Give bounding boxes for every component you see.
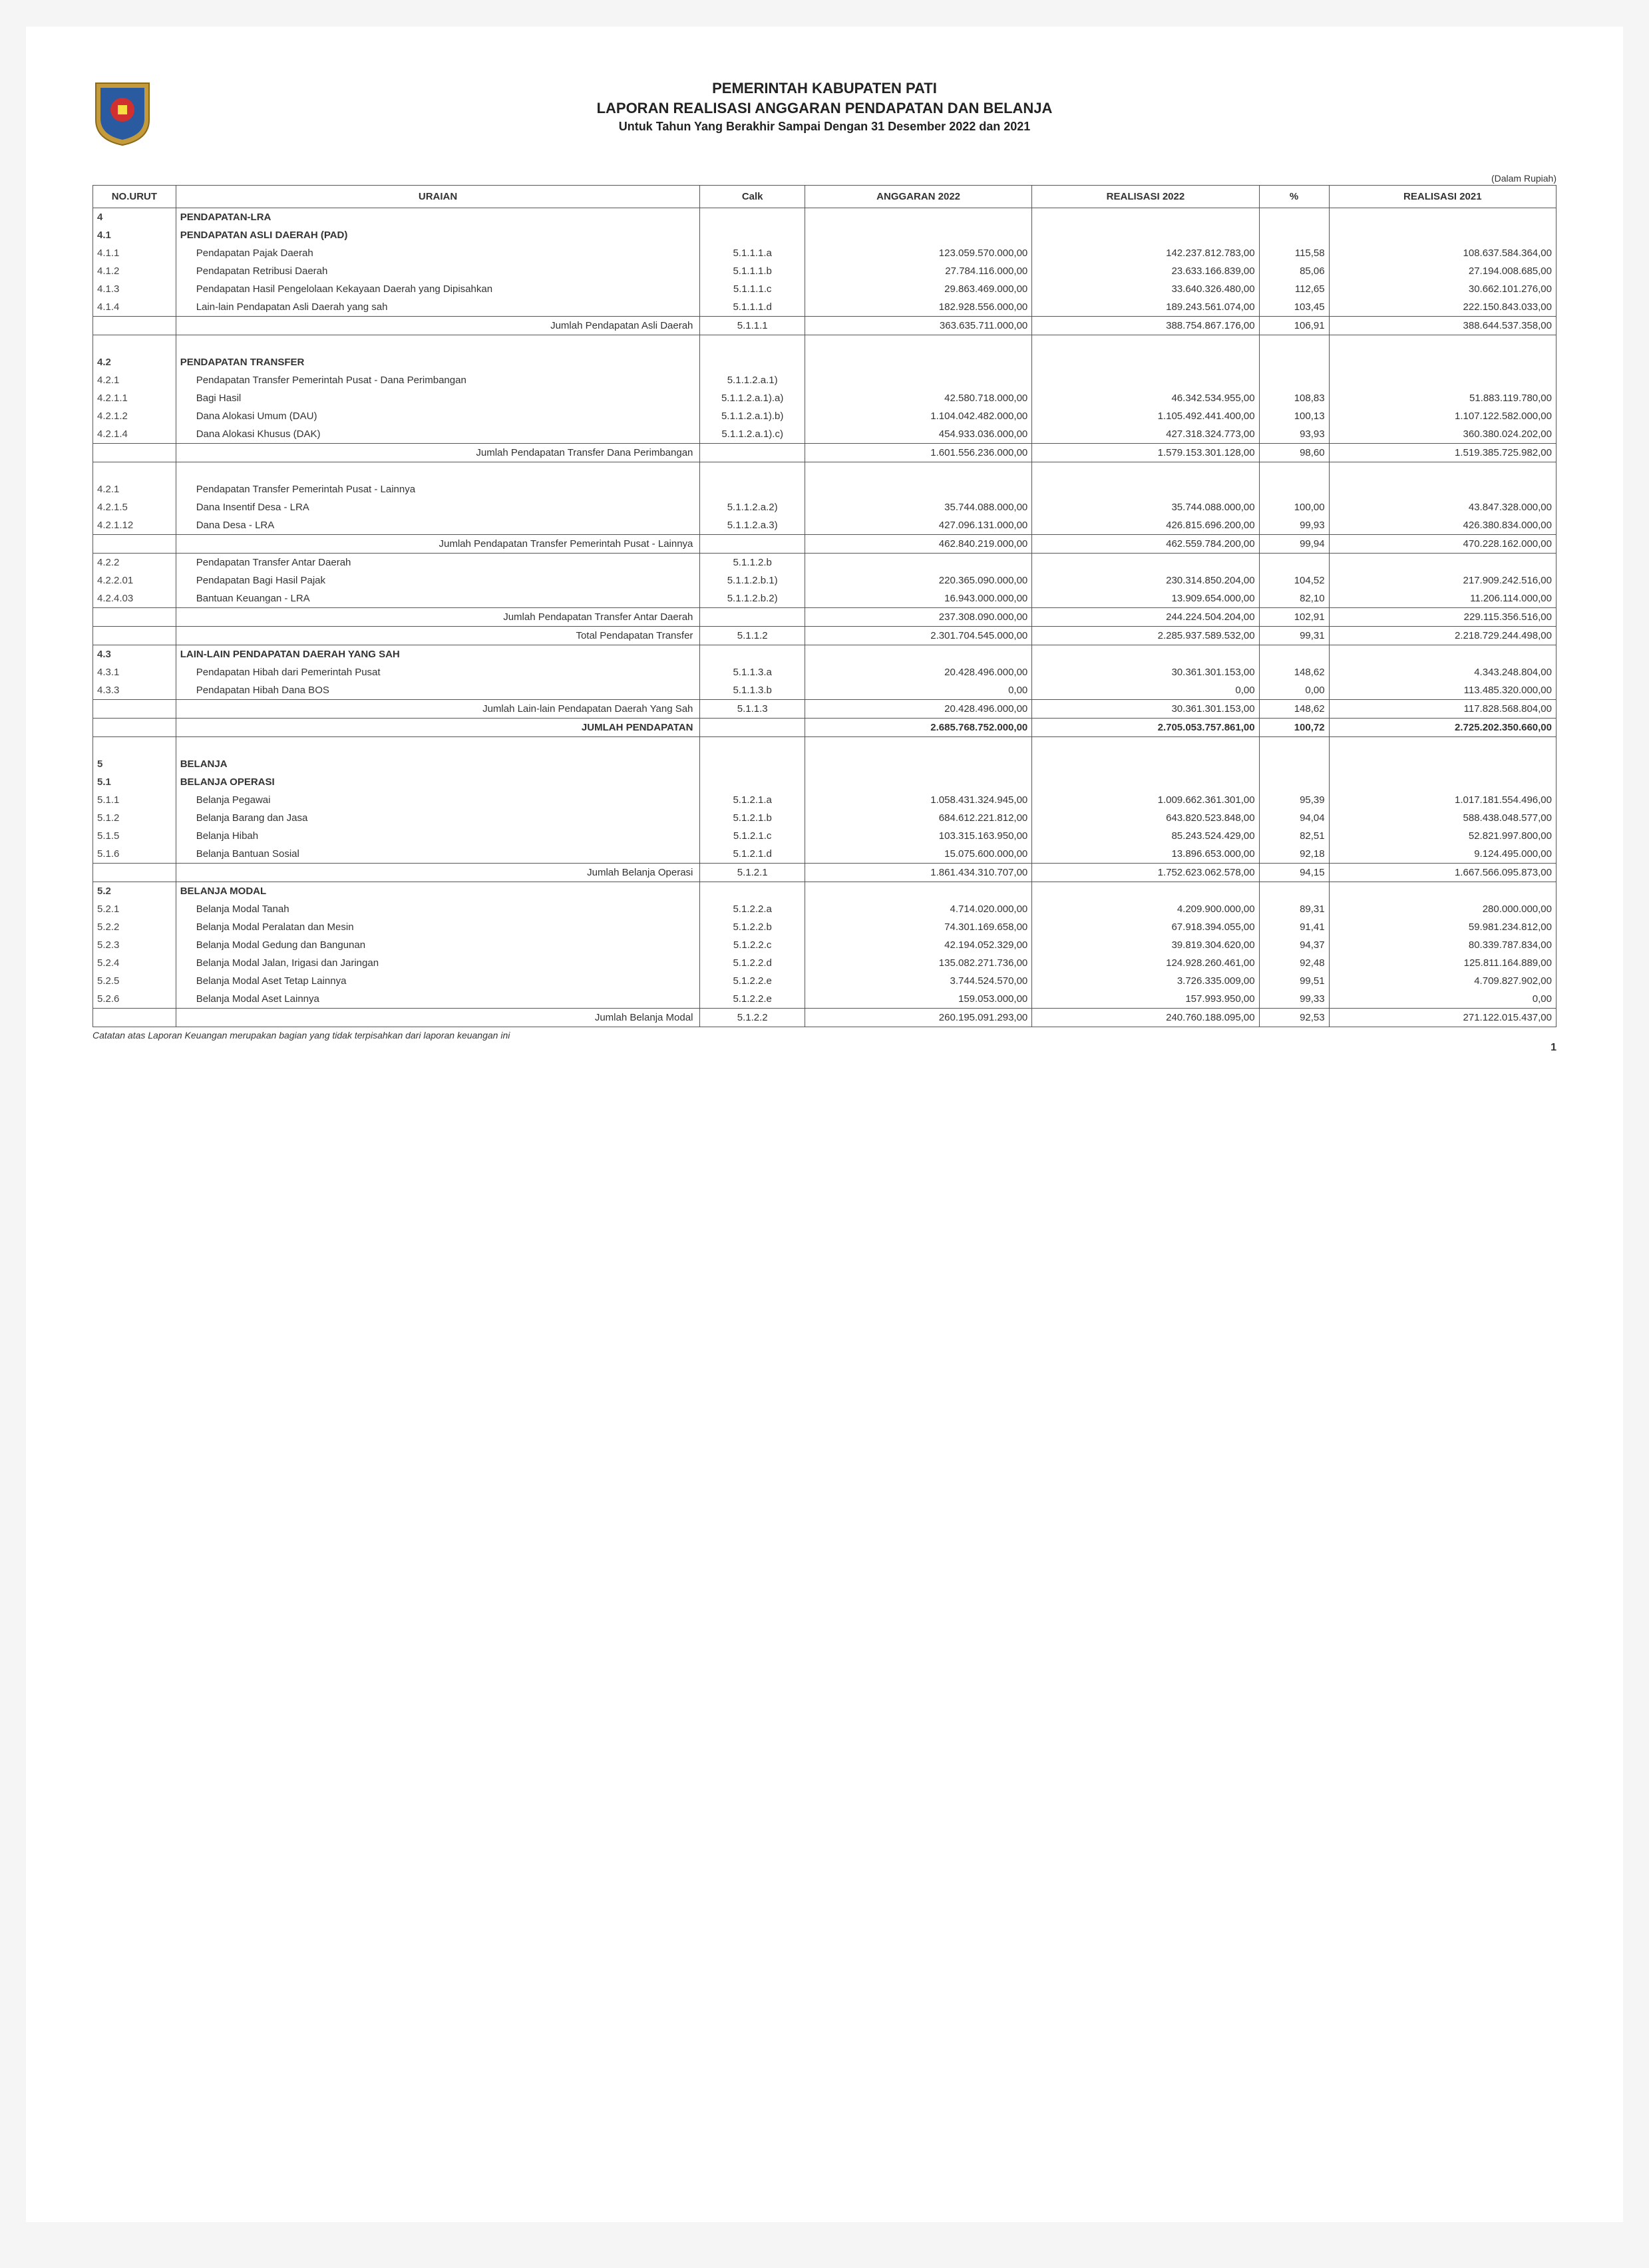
table-row: Jumlah Pendapatan Transfer Pemerintah Pu… <box>93 535 1557 554</box>
report-title: LAPORAN REALISASI ANGGARAN PENDAPATAN DA… <box>179 100 1470 117</box>
table-row: 4.2.1.5Dana Insentif Desa - LRA5.1.1.2.a… <box>93 498 1557 516</box>
table-row: 4.2.1.1Bagi Hasil5.1.1.2.a.1).a)42.580.7… <box>93 389 1557 407</box>
table-row: JUMLAH PENDAPATAN2.685.768.752.000,002.7… <box>93 719 1557 737</box>
footnote: Catatan atas Laporan Keuangan merupakan … <box>92 1030 1557 1041</box>
col-real2021: REALISASI 2021 <box>1329 186 1556 208</box>
table-row: Jumlah Belanja Modal5.1.2.2260.195.091.2… <box>93 1009 1557 1027</box>
table-row: 4.2PENDAPATAN TRANSFER <box>93 353 1557 371</box>
table-row: 5.1.5Belanja Hibah5.1.2.1.c103.315.163.9… <box>93 827 1557 845</box>
table-row: 5.2.5Belanja Modal Aset Tetap Lainnya5.1… <box>93 972 1557 990</box>
table-row: Jumlah Pendapatan Asli Daerah5.1.1.1363.… <box>93 317 1557 335</box>
table-row: 4.1.3Pendapatan Hasil Pengelolaan Kekaya… <box>93 280 1557 298</box>
col-uraian: URAIAN <box>176 186 700 208</box>
table-row: 4.1.2Pendapatan Retribusi Daerah5.1.1.1.… <box>93 262 1557 280</box>
table-row: 4.1.4Lain-lain Pendapatan Asli Daerah ya… <box>93 298 1557 317</box>
budget-realization-table: NO.URUT URAIAN Calk ANGGARAN 2022 REALIS… <box>92 185 1557 1027</box>
table-row: 4.3.3Pendapatan Hibah Dana BOS5.1.1.3.b0… <box>93 681 1557 700</box>
table-row: 4.2.1.12Dana Desa - LRA5.1.1.2.a.3)427.0… <box>93 516 1557 535</box>
table-row: 4.1PENDAPATAN ASLI DAERAH (PAD) <box>93 226 1557 244</box>
col-pct: % <box>1259 186 1329 208</box>
table-row: 5.2.2Belanja Modal Peralatan dan Mesin5.… <box>93 918 1557 936</box>
currency-note: (Dalam Rupiah) <box>92 173 1557 184</box>
table-row <box>93 462 1557 481</box>
table-row: 4PENDAPATAN-LRA <box>93 208 1557 227</box>
table-row <box>93 737 1557 756</box>
table-row: 5.2.6Belanja Modal Aset Lainnya5.1.2.2.e… <box>93 990 1557 1009</box>
table-row: 4.2.1.2Dana Alokasi Umum (DAU)5.1.1.2.a.… <box>93 407 1557 425</box>
col-no: NO.URUT <box>93 186 176 208</box>
table-row: 4.2.4.03Bantuan Keuangan - LRA5.1.1.2.b.… <box>93 589 1557 608</box>
table-row: 4.2.2Pendapatan Transfer Antar Daerah5.1… <box>93 554 1557 572</box>
table-row: 5.2BELANJA MODAL <box>93 882 1557 901</box>
page-number: 1 <box>92 1042 1557 1054</box>
table-row: Jumlah Lain-lain Pendapatan Daerah Yang … <box>93 700 1557 719</box>
col-real2022: REALISASI 2022 <box>1032 186 1259 208</box>
table-row: 4.3LAIN-LAIN PENDAPATAN DAERAH YANG SAH <box>93 645 1557 664</box>
table-row: Jumlah Pendapatan Transfer Dana Perimban… <box>93 444 1557 462</box>
table-row: 5.1BELANJA OPERASI <box>93 773 1557 791</box>
table-row: 5.1.6Belanja Bantuan Sosial5.1.2.1.d15.0… <box>93 845 1557 864</box>
table-row <box>93 335 1557 354</box>
table-row: 5.1.2Belanja Barang dan Jasa5.1.2.1.b684… <box>93 809 1557 827</box>
table-row: 4.2.1Pendapatan Transfer Pemerintah Pusa… <box>93 480 1557 498</box>
table-row: 5.1.1Belanja Pegawai5.1.2.1.a1.058.431.3… <box>93 791 1557 809</box>
col-anggaran: ANGGARAN 2022 <box>805 186 1031 208</box>
table-row: Jumlah Belanja Operasi5.1.2.11.861.434.3… <box>93 864 1557 882</box>
table-row: 4.2.1Pendapatan Transfer Pemerintah Pusa… <box>93 371 1557 389</box>
table-row: 4.3.1Pendapatan Hibah dari Pemerintah Pu… <box>93 663 1557 681</box>
table-row: 4.2.1.4Dana Alokasi Khusus (DAK)5.1.1.2.… <box>93 425 1557 444</box>
gov-title: PEMERINTAH KABUPATEN PATI <box>179 80 1470 97</box>
kabupaten-pati-logo <box>92 80 152 146</box>
table-row: Total Pendapatan Transfer5.1.1.22.301.70… <box>93 627 1557 645</box>
table-row: 4.2.2.01Pendapatan Bagi Hasil Pajak5.1.1… <box>93 571 1557 589</box>
table-row: 5.2.3Belanja Modal Gedung dan Bangunan5.… <box>93 936 1557 954</box>
col-calk: Calk <box>700 186 805 208</box>
table-row: 4.1.1Pendapatan Pajak Daerah5.1.1.1.a123… <box>93 244 1557 262</box>
table-row: 5.2.1Belanja Modal Tanah5.1.2.2.a4.714.0… <box>93 900 1557 918</box>
table-row: Jumlah Pendapatan Transfer Antar Daerah2… <box>93 608 1557 627</box>
report-period: Untuk Tahun Yang Berakhir Sampai Dengan … <box>179 120 1470 134</box>
table-row: 5.2.4Belanja Modal Jalan, Irigasi dan Ja… <box>93 954 1557 972</box>
table-row: 5BELANJA <box>93 755 1557 773</box>
